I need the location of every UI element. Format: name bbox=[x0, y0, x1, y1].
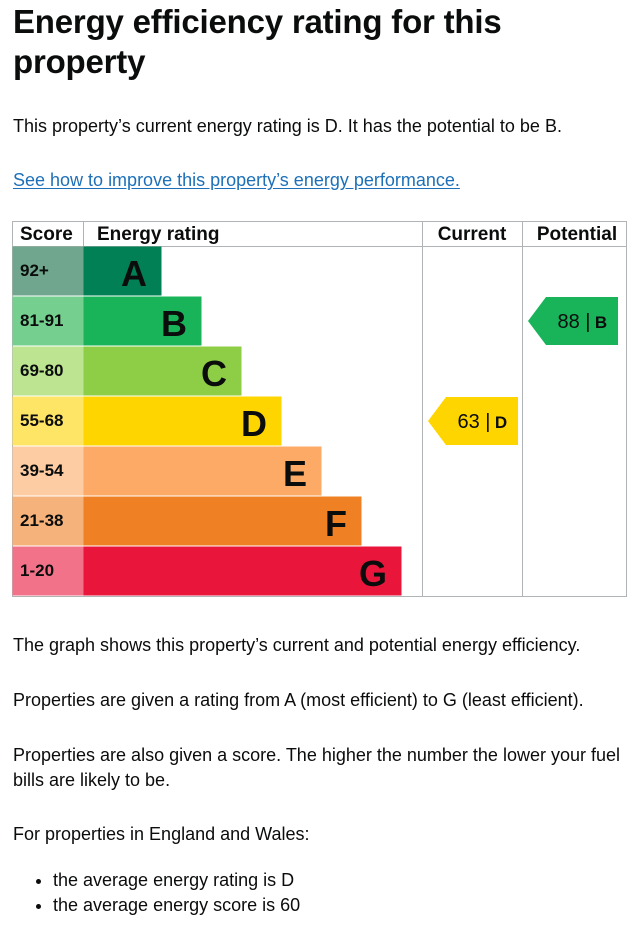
header-score: Score bbox=[20, 224, 73, 245]
band-bar bbox=[83, 396, 282, 446]
average-score-item: the average energy score is 60 bbox=[53, 893, 300, 918]
potential-marker: 88 | B bbox=[528, 297, 618, 345]
graph-description: The graph shows this property’s current … bbox=[13, 635, 581, 655]
averages-list: the average energy rating is D the avera… bbox=[13, 868, 300, 918]
band-score-cell bbox=[12, 246, 84, 296]
band-letter: C bbox=[201, 353, 227, 394]
band-score-range: 1-20 bbox=[20, 561, 54, 580]
band-f: 21-38 F bbox=[12, 496, 362, 546]
band-b: 81-91 B bbox=[12, 296, 202, 346]
current-arrow bbox=[428, 397, 518, 445]
band-score-cell bbox=[12, 546, 84, 596]
band-bar bbox=[83, 496, 362, 546]
potential-rating: B bbox=[595, 313, 607, 332]
rating-intro: This property’s current energy rating is… bbox=[13, 116, 562, 136]
potential-score: 88 | bbox=[558, 311, 591, 333]
band-score-cell bbox=[12, 346, 84, 396]
band-letter: G bbox=[359, 553, 387, 594]
band-letter: A bbox=[121, 253, 147, 294]
potential-arrow bbox=[528, 297, 618, 345]
england-wales-heading: For properties in England and Wales: bbox=[13, 824, 310, 844]
epc-rating-chart: Score Energy rating Current Potential 92+ A8… bbox=[12, 221, 627, 597]
band-score-range: 21-38 bbox=[20, 511, 63, 530]
header-energy-rating: Energy rating bbox=[97, 224, 219, 245]
band-letter: E bbox=[283, 453, 307, 494]
band-score-range: 39-54 bbox=[20, 461, 64, 480]
band-score-cell bbox=[12, 496, 84, 546]
band-c: 69-80 C bbox=[12, 346, 242, 396]
band-score-cell bbox=[12, 296, 84, 346]
band-bar bbox=[83, 296, 202, 346]
band-g: 1-20 G bbox=[12, 546, 402, 596]
band-letter: D bbox=[241, 403, 267, 444]
average-rating-item: the average energy rating is D bbox=[53, 868, 300, 893]
current-rating: D bbox=[495, 413, 507, 432]
rating-bands: 92+ A 81-91 B 69-80 C 55-68 D 39-54 E 21-38 F 1-20 G bbox=[12, 246, 402, 596]
band-bar bbox=[83, 346, 242, 396]
band-letter: F bbox=[325, 503, 347, 544]
band-bar bbox=[83, 246, 162, 296]
band-score-range: 55-68 bbox=[20, 411, 63, 430]
band-bar bbox=[83, 446, 322, 496]
header-current: Current bbox=[438, 224, 507, 245]
band-letter: B bbox=[161, 303, 187, 344]
band-a: 92+ A bbox=[12, 246, 162, 296]
band-score-range: 81-91 bbox=[20, 311, 63, 330]
current-score: 63 | bbox=[458, 411, 491, 433]
band-e: 39-54 E bbox=[12, 446, 322, 496]
header-potential: Potential bbox=[537, 224, 617, 245]
improve-performance-link[interactable]: See how to improve this property’s energ… bbox=[13, 170, 460, 190]
band-score-cell bbox=[12, 446, 84, 496]
page-title: Energy efficiency rating for this proper… bbox=[13, 3, 502, 80]
band-score-range: 92+ bbox=[20, 261, 49, 280]
band-score-range: 69-80 bbox=[20, 361, 63, 380]
band-score-cell bbox=[12, 396, 84, 446]
chart-headers: Score Energy rating Current Potential bbox=[20, 224, 617, 245]
current-marker: 63 | D bbox=[428, 397, 518, 445]
band-bar bbox=[83, 546, 402, 596]
rating-range-text: Properties are given a rating from A (mo… bbox=[13, 690, 584, 710]
band-d: 55-68 D bbox=[12, 396, 282, 446]
score-explanation: Properties are also given a score. The h… bbox=[13, 745, 620, 790]
